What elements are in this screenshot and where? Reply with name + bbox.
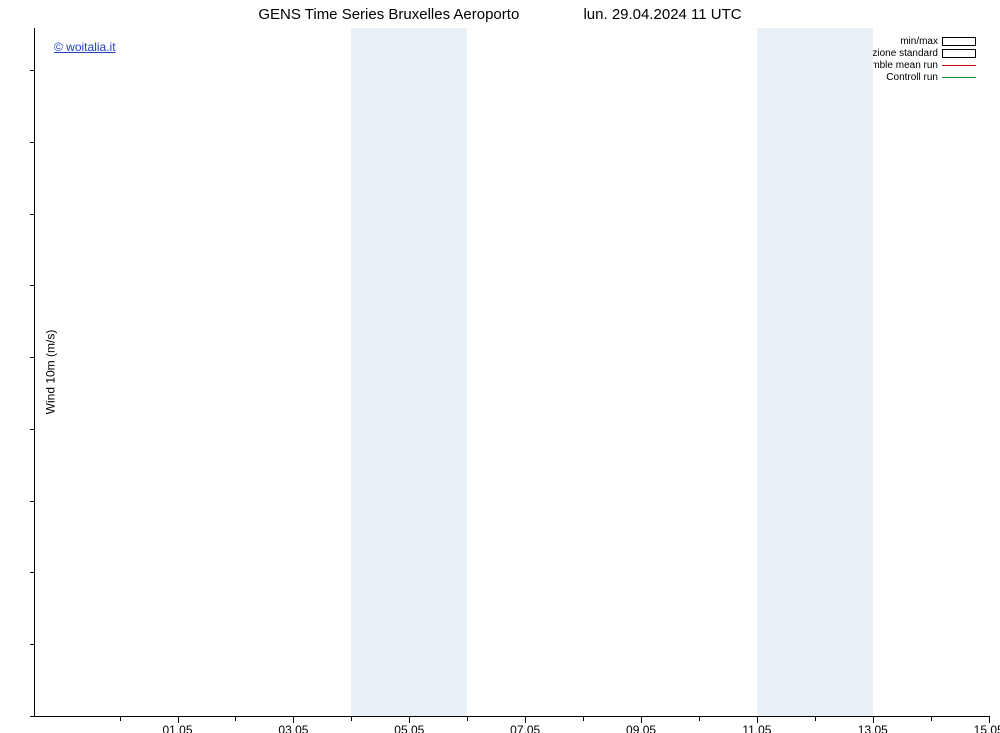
legend-line (942, 77, 976, 78)
legend-item-label: Controll run (886, 72, 942, 83)
x-tick-label: 01.05 (158, 723, 198, 733)
weekend-band (757, 28, 815, 716)
chart-title: GENS Time Series Bruxelles Aeroporto lun… (0, 6, 1000, 23)
x-minor-tick-mark (120, 717, 121, 721)
y-tick-mark (30, 644, 35, 645)
y-tick-mark (30, 429, 35, 430)
legend-line (942, 65, 976, 66)
legend-item-label: min/max (900, 36, 942, 47)
x-minor-tick-mark (235, 717, 236, 721)
x-minor-tick-mark (467, 717, 468, 721)
legend-swatch (942, 37, 976, 46)
y-tick-mark (30, 501, 35, 502)
chart-title-main: GENS Time Series Bruxelles Aeroporto (258, 6, 519, 23)
y-tick-mark (30, 70, 35, 71)
x-tick-label: 13.05 (853, 723, 893, 733)
y-tick-mark (30, 716, 35, 717)
x-tick-label: 03.05 (273, 723, 313, 733)
weekend-band (351, 28, 409, 716)
y-tick-mark (30, 285, 35, 286)
x-tick-label: 05.05 (389, 723, 429, 733)
chart-title-date: lun. 29.04.2024 11 UTC (583, 6, 741, 23)
chart-container: GENS Time Series Bruxelles Aeroporto lun… (0, 0, 1000, 733)
x-tick-label: 11.05 (737, 723, 777, 733)
y-axis-label: Wind 10m (m/s) (43, 330, 57, 415)
attribution-text: © woitalia.it (54, 40, 116, 54)
x-minor-tick-mark (931, 717, 932, 721)
y-tick-mark (30, 142, 35, 143)
weekend-band (409, 28, 467, 716)
legend-swatch (942, 49, 976, 58)
y-tick-mark (30, 357, 35, 358)
y-tick-mark (30, 572, 35, 573)
x-minor-tick-mark (699, 717, 700, 721)
x-minor-tick-mark (815, 717, 816, 721)
plot-area: Wind 10m (m/s) © woitalia.it min/maxDevi… (34, 28, 990, 717)
x-tick-label: 09.05 (621, 723, 661, 733)
x-tick-label: 15.05 (969, 723, 1000, 733)
y-tick-mark (30, 214, 35, 215)
weekend-band (815, 28, 873, 716)
x-minor-tick-mark (583, 717, 584, 721)
x-minor-tick-mark (351, 717, 352, 721)
x-tick-label: 07.05 (505, 723, 545, 733)
attribution-link[interactable]: © woitalia.it (54, 40, 116, 54)
